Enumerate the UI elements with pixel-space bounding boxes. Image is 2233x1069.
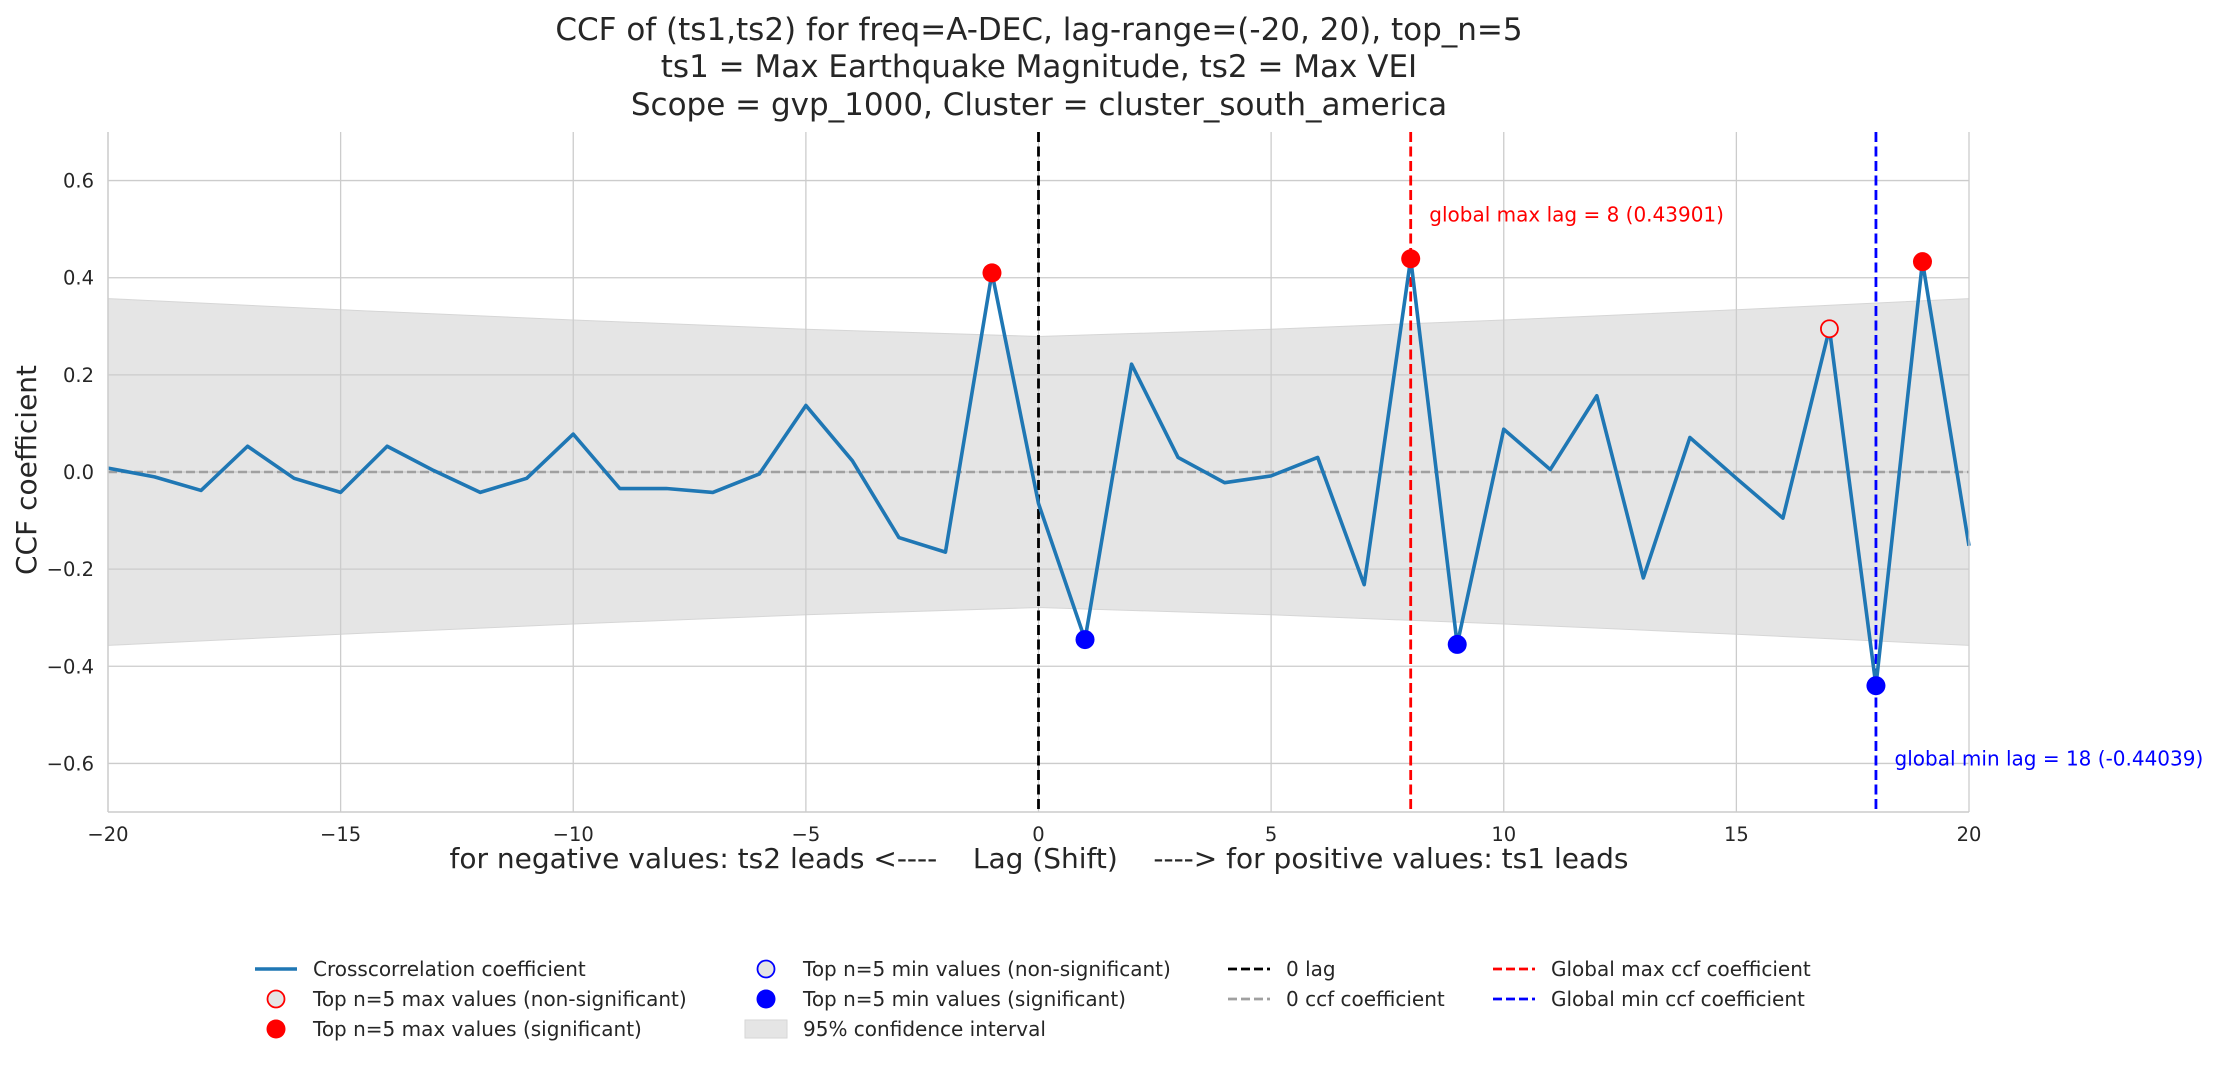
top-min-significant-point [1447, 634, 1467, 654]
legend-dot-marker [266, 1019, 286, 1039]
x-tick-label: 20 [1957, 823, 1982, 846]
chart-title-line-1: CCF of (ts1,ts2) for freq=A-DEC, lag-ran… [555, 12, 1522, 48]
x-tick-label: 5 [1265, 823, 1277, 846]
legend-zero-lag: 0 lag [1228, 957, 1336, 981]
legend-patch [744, 1019, 788, 1039]
x-tick-label: 0 [1032, 823, 1044, 846]
x-tick-label: −10 [553, 823, 594, 846]
y-tick-label: 0.6 [63, 170, 94, 193]
legend-global-min: Global min ccf coefficient [1493, 987, 1805, 1011]
y-tick-label: 0.0 [63, 461, 94, 484]
legend-dot-marker [756, 989, 776, 1009]
legend-label: Crosscorrelation coefficient [313, 957, 586, 981]
legend: Crosscorrelation coefficient Top n=5 max … [255, 957, 1811, 1041]
series-layer [107, 256, 1971, 688]
legend-top-max-significant: Top n=5 max values (significant) [266, 1017, 642, 1041]
ref-line-layer [108, 132, 1969, 812]
y-axis-label: CCF coefficient [10, 365, 43, 575]
top-max-non-significant-point [1820, 319, 1839, 339]
y-tick-label: 0.4 [63, 267, 94, 290]
top-max-significant-point [1912, 252, 1932, 272]
top-max-significant-point [1401, 249, 1421, 269]
legend-label: Global min ccf coefficient [1551, 987, 1805, 1011]
x-tick-label: −20 [87, 823, 128, 846]
legend-label: Top n=5 min values (significant) [802, 987, 1126, 1011]
chart-title-line-3: Scope = gvp_1000, Cluster = cluster_sout… [631, 87, 1447, 123]
legend-label: Top n=5 max values (non-significant) [312, 987, 687, 1011]
legend-zero-ccf: 0 ccf coefficient [1228, 987, 1445, 1011]
legend-label: Top n=5 max values (significant) [312, 1017, 642, 1041]
legend-hollow-marker [266, 989, 286, 1009]
x-tick-label: −5 [792, 823, 821, 846]
legend-label: 95% confidence interval [803, 1017, 1046, 1041]
legend-label: 0 ccf coefficient [1286, 987, 1445, 1011]
x-tick-label: 15 [1724, 823, 1749, 846]
legend-top-max-non-significant: Top n=5 max values (non-significant) [266, 987, 687, 1011]
ccf-series-line [107, 256, 1971, 688]
legend-label: Top n=5 min values (non-significant) [802, 957, 1171, 981]
legend-hollow-marker [756, 959, 776, 979]
top-max-significant-point [982, 263, 1002, 283]
y-tick-label: −0.6 [47, 752, 94, 775]
x-tick-label: −15 [320, 823, 361, 846]
legend-top-min-non-significant: Top n=5 min values (non-significant) [756, 957, 1171, 981]
legend-label: Global max ccf coefficient [1551, 957, 1811, 981]
marker-layer [982, 249, 1932, 696]
x-tick-label: 10 [1491, 823, 1516, 846]
y-tick-label: −0.4 [47, 655, 94, 678]
global-max-annotation: global max lag = 8 (0.43901) [1429, 203, 1724, 227]
legend-global-max: Global max ccf coefficient [1493, 957, 1811, 981]
legend-label: 0 lag [1286, 957, 1336, 981]
annotation-layer: global max lag = 8 (0.43901) global min l… [1429, 203, 2203, 771]
x-axis-label: for negative values: ts2 leads <---- Lag… [450, 842, 1629, 875]
y-tick-label: −0.2 [47, 558, 94, 581]
legend-confidence-interval: 95% confidence interval [744, 1017, 1046, 1041]
legend-top-min-significant: Top n=5 min values (significant) [756, 987, 1126, 1011]
legend-ccf-series: Crosscorrelation coefficient [255, 957, 586, 981]
y-tick-label: 0.2 [63, 364, 94, 387]
top-min-significant-point [1075, 630, 1095, 650]
chart-title-line-2: ts1 = Max Earthquake Magnitude, ts2 = Ma… [661, 49, 1417, 85]
axis-layer: −20 −15 −10 −5 0 5 10 15 20 −0.6 −0.4 −0.2 0.0 0.2 0.4… [47, 132, 1982, 846]
global-min-annotation: global min lag = 18 (-0.44039) [1895, 747, 2204, 771]
top-min-significant-point [1866, 676, 1886, 696]
